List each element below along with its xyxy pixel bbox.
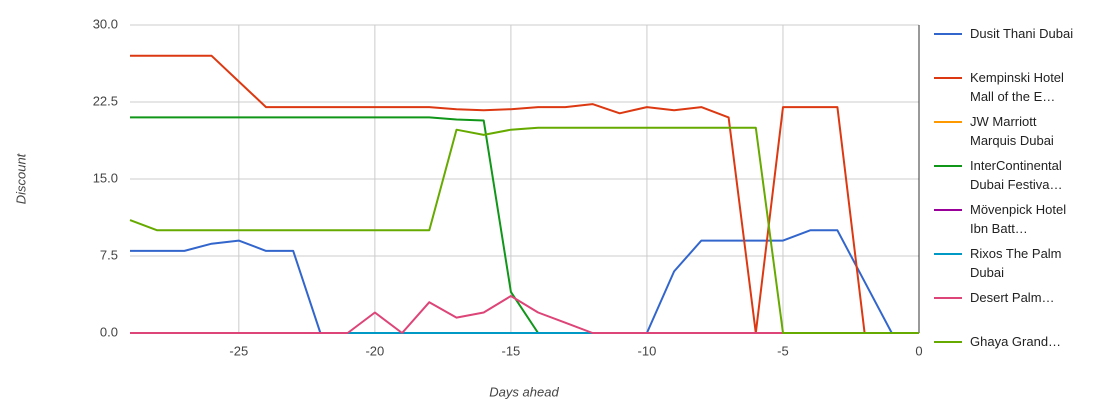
x-axis-title: Days ahead bbox=[489, 384, 559, 399]
legend-item[interactable]: InterContinental Dubai Festiva… bbox=[932, 156, 1092, 200]
legend-swatch bbox=[934, 165, 962, 167]
legend-item[interactable]: Kempinski Hotel Mall of the E… bbox=[932, 68, 1092, 112]
legend-item[interactable]: Dusit Thani Dubai bbox=[932, 24, 1092, 68]
legend-item[interactable]: Mövenpick Hotel Ibn Batt… bbox=[932, 200, 1092, 244]
legend-swatch bbox=[934, 121, 962, 123]
y-tick-label: 22.5 bbox=[93, 93, 118, 108]
y-tick-label: 7.5 bbox=[100, 247, 118, 262]
y-tick-label: 0.0 bbox=[100, 324, 118, 339]
x-tick-label: -25 bbox=[229, 343, 248, 358]
x-tick-label: -10 bbox=[638, 343, 657, 358]
legend: Dusit Thani Dubai Kempinski Hotel Mall of… bbox=[932, 24, 1092, 376]
series-line bbox=[130, 116, 919, 334]
legend-swatch bbox=[934, 297, 962, 299]
legend-label: InterContinental Dubai Festiva… bbox=[970, 158, 1063, 192]
legend-label: JW Marriott Marquis Dubai bbox=[970, 114, 1054, 148]
x-tick-label: 0 bbox=[915, 343, 922, 358]
series-line bbox=[130, 295, 919, 334]
legend-label: Mövenpick Hotel Ibn Batt… bbox=[970, 202, 1067, 236]
legend-swatch bbox=[934, 33, 962, 35]
legend-label: Ghaya Grand… bbox=[970, 334, 1062, 349]
series-line bbox=[129, 126, 919, 334]
legend-item[interactable]: JW Marriott Marquis Dubai bbox=[932, 112, 1092, 156]
series-line bbox=[130, 54, 919, 334]
legend-swatch bbox=[934, 77, 962, 79]
series-line bbox=[130, 229, 919, 334]
y-tick-label: 15.0 bbox=[93, 170, 118, 185]
legend-label: Dusit Thani Dubai bbox=[970, 26, 1074, 41]
legend-swatch bbox=[934, 209, 962, 211]
x-tick-label: -5 bbox=[777, 343, 789, 358]
legend-label: Rixos The Palm Dubai bbox=[970, 246, 1062, 280]
x-tick-label: -20 bbox=[365, 343, 384, 358]
legend-label: Desert Palm… bbox=[970, 290, 1055, 305]
y-axis-title: Discount bbox=[13, 152, 28, 204]
legend-label: Kempinski Hotel Mall of the E… bbox=[970, 70, 1064, 104]
x-tick-label: -15 bbox=[501, 343, 520, 358]
legend-item[interactable]: Rixos The Palm Dubai bbox=[932, 244, 1092, 288]
legend-swatch bbox=[934, 341, 962, 343]
y-tick-label: 30.0 bbox=[93, 16, 118, 31]
legend-swatch bbox=[934, 253, 962, 255]
legend-item[interactable]: Ghaya Grand… bbox=[932, 332, 1092, 376]
legend-item[interactable]: Desert Palm… bbox=[932, 288, 1092, 332]
